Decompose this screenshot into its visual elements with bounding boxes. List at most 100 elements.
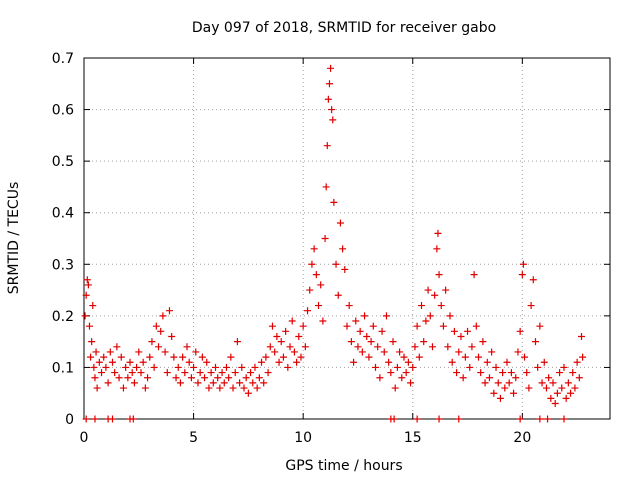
data-point [518,271,526,279]
data-point [115,374,123,382]
data-point [468,343,476,351]
data-point [279,353,287,361]
data-point [275,358,283,366]
data-point [327,64,335,72]
data-point [220,379,228,387]
data-point [404,358,412,366]
data-point [575,374,583,382]
data-point [529,276,537,284]
data-point [81,312,89,320]
data-point [415,353,423,361]
data-point [413,322,421,330]
data-point [371,363,379,371]
data-point [247,369,255,377]
y-tick-label: 0.5 [52,154,74,170]
data-point [527,302,535,310]
data-point [433,245,441,253]
data-point [233,338,241,346]
data-point [354,343,362,351]
data-point [229,384,237,392]
data-point [155,343,163,351]
data-point [150,363,158,371]
data-point [117,353,125,361]
y-tick-label: 0.7 [52,51,74,67]
data-point [130,379,138,387]
data-point [437,302,445,310]
data-point [277,338,285,346]
data-point [382,312,390,320]
data-point [119,384,127,392]
data-point [253,384,261,392]
data-point [411,343,419,351]
chart-title: Day 097 of 2018, SRMTID for receiver gab… [192,20,496,36]
data-point [148,338,156,346]
data-point [428,343,436,351]
data-point [146,353,154,361]
data-point [163,369,171,377]
data-point [551,400,559,408]
data-point [369,322,377,330]
data-point [538,379,546,387]
data-point [435,415,443,423]
data-point [385,358,393,366]
plot-frame [83,57,611,420]
data-point [290,348,298,356]
data-point [442,286,450,294]
data-point [323,142,331,150]
data-point [260,379,268,387]
data-point [288,317,296,325]
data-point [492,363,500,371]
data-point [227,353,235,361]
data-point [485,374,493,382]
data-point [242,374,250,382]
data-point [225,374,233,382]
data-point [310,245,318,253]
data-point [82,415,90,423]
data-point [402,369,410,377]
data-point [85,322,93,330]
data-point [201,374,209,382]
data-point [531,338,539,346]
data-point [240,384,248,392]
data-point [214,374,222,382]
data-point [157,327,165,335]
data-point [420,338,428,346]
data-point [95,358,103,366]
data-point [358,348,366,356]
data-point [266,343,274,351]
data-point [393,363,401,371]
data-point [216,384,224,392]
data-point [545,374,553,382]
data-point [343,322,351,330]
data-point [82,291,90,299]
data-point [203,358,211,366]
data-point [328,106,336,114]
data-point [534,363,542,371]
data-point [170,353,178,361]
data-point [332,260,340,268]
data-point [516,327,524,335]
data-point [198,353,206,361]
data-point [92,348,100,356]
data-point [185,358,193,366]
data-point [124,374,132,382]
data-point [461,353,469,361]
data-point [212,363,219,371]
data-point [380,348,388,356]
x-tick-label: 5 [189,430,198,446]
data-point [319,317,327,325]
data-point [455,348,463,356]
data-point [262,353,270,361]
data-point [179,353,187,361]
y-tick-label: 0.4 [52,206,74,222]
data-point [387,369,395,377]
data-point [172,374,180,382]
data-point [578,332,586,340]
data-point [255,374,263,382]
data-point [567,389,575,397]
data-point [317,281,325,289]
data-point [374,343,382,351]
data-point [306,286,314,294]
data-point [514,348,522,356]
data-point [418,302,426,310]
